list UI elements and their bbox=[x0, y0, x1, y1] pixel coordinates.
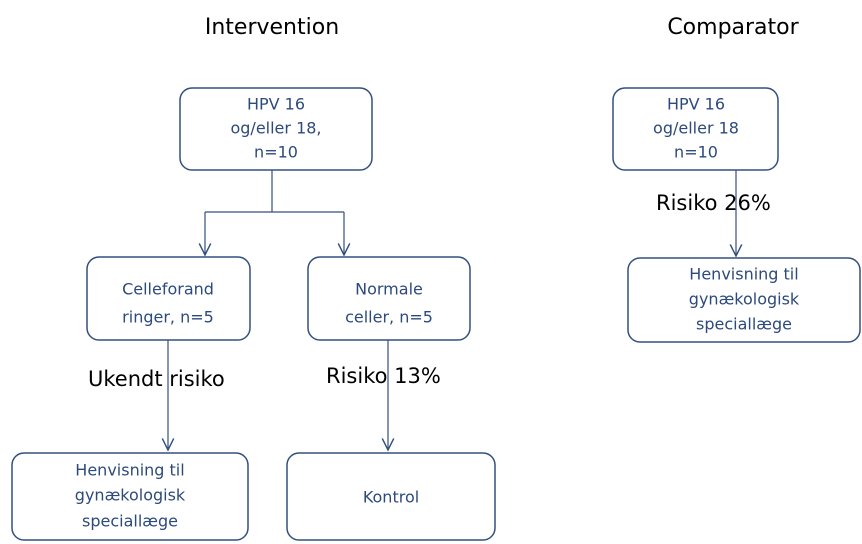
node-box bbox=[612, 87, 779, 171]
node-text: HPV 16 bbox=[667, 95, 725, 114]
risk-label: Risiko 26% bbox=[656, 191, 771, 215]
node-text: gynækologisk bbox=[689, 290, 800, 309]
column-title: Intervention bbox=[205, 15, 339, 40]
risk-label: Risiko 13% bbox=[326, 364, 441, 388]
node-box bbox=[307, 256, 471, 341]
node: Henvisning til gynækologisk speciallæge bbox=[627, 257, 861, 343]
node-text: Normale bbox=[355, 280, 423, 299]
column-title: Comparator bbox=[667, 15, 799, 40]
node: Celleforand ringer, n=5 bbox=[86, 256, 251, 341]
node-text: gynækologisk bbox=[75, 486, 186, 505]
node-text: n=10 bbox=[674, 143, 718, 162]
connector bbox=[205, 170, 344, 213]
node: Normale celler, n=5 bbox=[307, 256, 471, 341]
node-text: Celleforand bbox=[122, 280, 214, 299]
node: Henvisning til gynækologisk speciallæge bbox=[11, 452, 249, 541]
node-text: Henvisning til bbox=[689, 265, 798, 284]
node-text: speciallæge bbox=[696, 315, 792, 334]
node-box bbox=[11, 452, 249, 541]
node-text: ringer, n=5 bbox=[122, 308, 214, 327]
node-text: HPV 16 bbox=[247, 95, 305, 114]
node: Kontrol bbox=[286, 452, 496, 541]
node-text: celler, n=5 bbox=[345, 308, 433, 327]
node-text: n=10 bbox=[254, 143, 298, 162]
node-text: Henvisning til bbox=[75, 461, 184, 480]
node: HPV 16 og/eller 18 n=10 bbox=[612, 87, 779, 171]
risk-label: Ukendt risiko bbox=[88, 367, 225, 391]
node-text: Kontrol bbox=[363, 488, 419, 507]
node-box bbox=[179, 87, 373, 171]
node-box bbox=[627, 257, 861, 343]
node-box bbox=[86, 256, 251, 341]
node-text: og/eller 18 bbox=[653, 119, 739, 138]
node: HPV 16 og/eller 18, n=10 bbox=[179, 87, 373, 171]
node-text: og/eller 18, bbox=[230, 119, 321, 138]
node-text: speciallæge bbox=[82, 512, 178, 531]
node-box bbox=[286, 452, 496, 541]
